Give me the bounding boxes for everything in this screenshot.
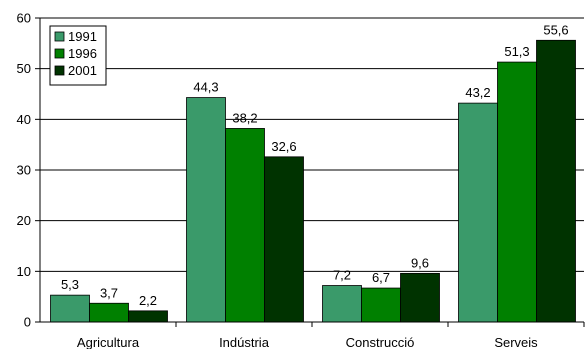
legend-swatch (54, 48, 65, 59)
data-label: 9,6 (411, 255, 429, 270)
bar (128, 310, 168, 323)
bar (264, 156, 304, 323)
legend: 1991 1996 2001 (49, 25, 107, 86)
x-tick-label: Construcció (346, 335, 415, 349)
x-tick-label: Serveis (494, 335, 538, 349)
data-label: 6,7 (372, 270, 390, 285)
bar (225, 128, 265, 323)
y-tick-label: 30 (17, 163, 31, 178)
bar (536, 39, 576, 323)
bar (400, 272, 440, 323)
y-tick-label: 0 (24, 315, 31, 330)
data-label: 44,3 (193, 80, 218, 95)
data-label: 3,7 (100, 285, 118, 300)
data-label: 51,3 (504, 44, 529, 59)
data-label: 38,2 (232, 110, 257, 125)
bar (50, 294, 90, 323)
data-label: 2,2 (139, 293, 157, 308)
data-label: 7,2 (333, 268, 351, 283)
x-axis-ticks: Agricultura Indústria Construcció Serveis (77, 322, 585, 349)
data-label: 32,6 (271, 139, 296, 154)
data-labels: 5,3 3,7 2,2 44,3 38,2 32,6 7,2 6,7 9,6 43,2 51,3 55… (61, 22, 569, 308)
y-axis-ticks: 0 10 20 30 40 50 60 (17, 11, 40, 330)
bars (50, 39, 576, 323)
y-tick-label: 50 (17, 61, 31, 76)
bar (186, 97, 226, 323)
data-label: 43,2 (465, 85, 490, 100)
legend-swatch (54, 65, 65, 76)
data-label: 5,3 (61, 277, 79, 292)
data-label: 55,6 (543, 22, 568, 37)
legend-label: 1996 (68, 46, 97, 61)
bar (458, 102, 498, 323)
y-tick-label: 20 (17, 213, 31, 228)
legend-label: 2001 (68, 63, 97, 78)
legend-label: 1991 (68, 29, 97, 44)
bar (89, 302, 129, 323)
bar (322, 285, 362, 323)
x-tick-label: Agricultura (77, 335, 140, 349)
y-tick-label: 40 (17, 112, 31, 127)
bar (497, 61, 537, 323)
bar (361, 287, 401, 323)
y-tick-label: 60 (17, 11, 31, 26)
x-tick-label: Indústria (219, 335, 270, 349)
y-tick-label: 10 (17, 264, 31, 279)
legend-swatch (54, 31, 65, 42)
